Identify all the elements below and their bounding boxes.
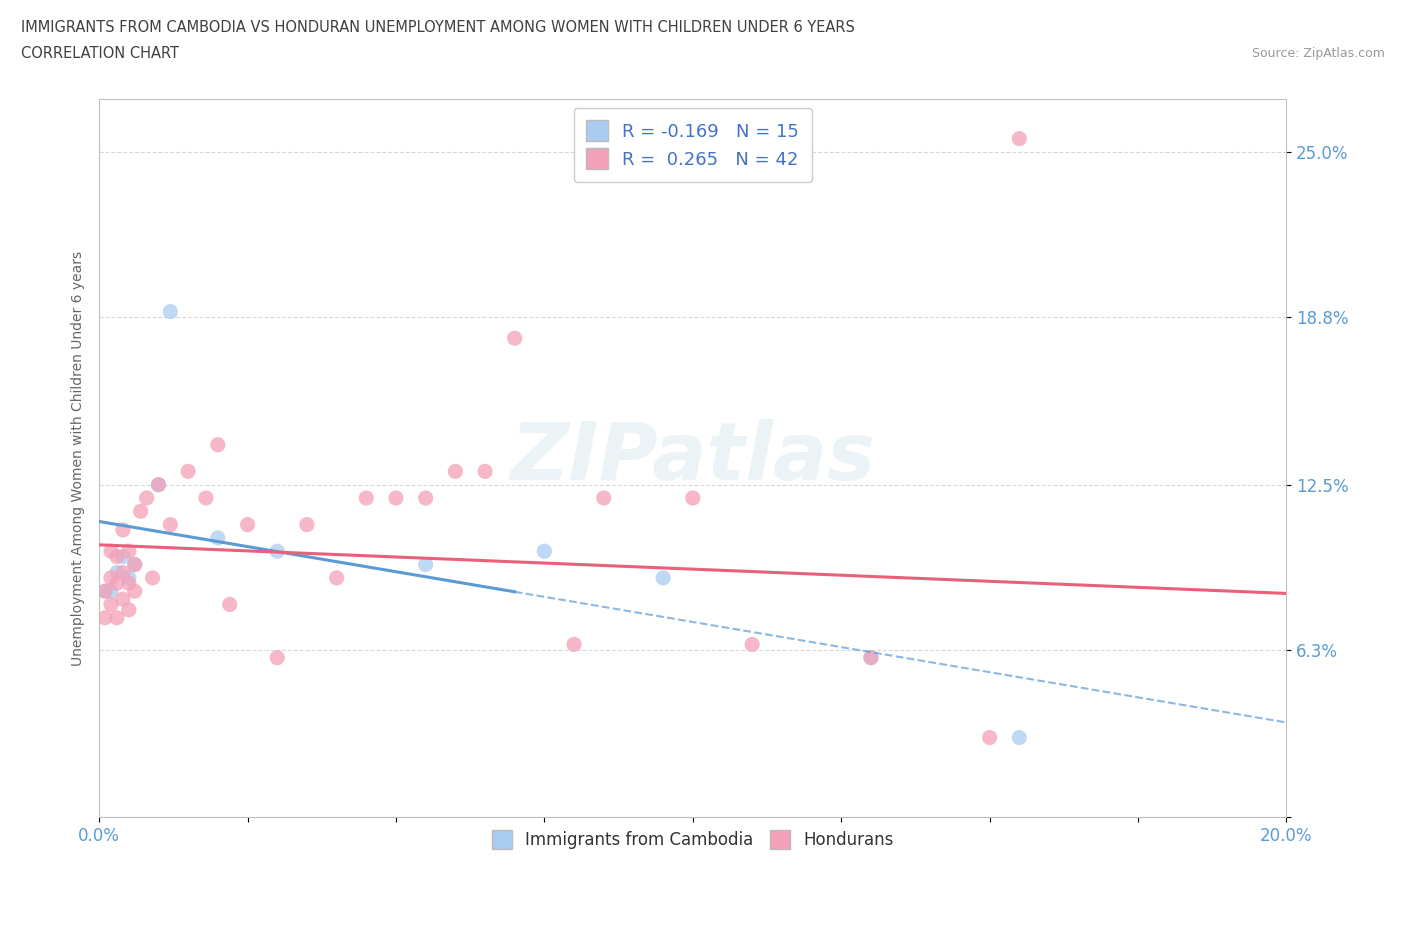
Point [124,584,146,599]
Point [118,576,141,591]
Point [100,544,122,559]
Point [266,650,288,665]
Point [148,477,170,492]
Point [135,490,157,505]
Point [562,637,585,652]
Point [124,557,146,572]
Point [1008,730,1031,745]
Point [266,544,288,559]
Text: Source: ZipAtlas.com: Source: ZipAtlas.com [1251,46,1385,60]
Point [356,490,378,505]
Point [415,490,437,505]
Point [142,570,165,585]
Point [148,477,170,492]
Point [105,549,128,564]
Point [94,610,117,625]
Point [503,331,526,346]
Point [415,557,437,572]
Point [682,490,704,505]
Point [100,570,122,585]
Point [385,490,408,505]
Point [325,570,347,585]
Point [129,504,152,519]
Point [159,517,181,532]
Point [444,464,467,479]
Point [105,610,128,625]
Point [118,544,141,559]
Text: IMMIGRANTS FROM CAMBODIA VS HONDURAN UNEMPLOYMENT AMONG WOMEN WITH CHILDREN UNDE: IMMIGRANTS FROM CAMBODIA VS HONDURAN UNE… [21,20,855,35]
Point [177,464,200,479]
Point [111,523,134,538]
Point [94,584,117,599]
Point [159,304,181,319]
Point [741,637,763,652]
Point [111,549,134,564]
Point [295,517,318,532]
Text: ZIPatlas: ZIPatlas [510,419,876,497]
Point [111,591,134,606]
Point [218,597,240,612]
Point [236,517,259,532]
Point [105,576,128,591]
Point [474,464,496,479]
Point [195,490,218,505]
Legend: Immigrants from Cambodia, Hondurans: Immigrants from Cambodia, Hondurans [482,820,904,859]
Point [111,565,134,580]
Point [592,490,614,505]
Point [533,544,555,559]
Point [118,603,141,618]
Point [1008,131,1031,146]
Point [859,650,882,665]
Point [94,584,117,599]
Point [100,597,122,612]
Point [859,650,882,665]
Point [207,530,229,545]
Point [105,565,128,580]
Point [979,730,1001,745]
Text: CORRELATION CHART: CORRELATION CHART [21,46,179,61]
Point [100,584,122,599]
Point [118,570,141,585]
Point [652,570,675,585]
Point [207,437,229,452]
Y-axis label: Unemployment Among Women with Children Under 6 years: Unemployment Among Women with Children U… [72,250,86,666]
Point [124,557,146,572]
